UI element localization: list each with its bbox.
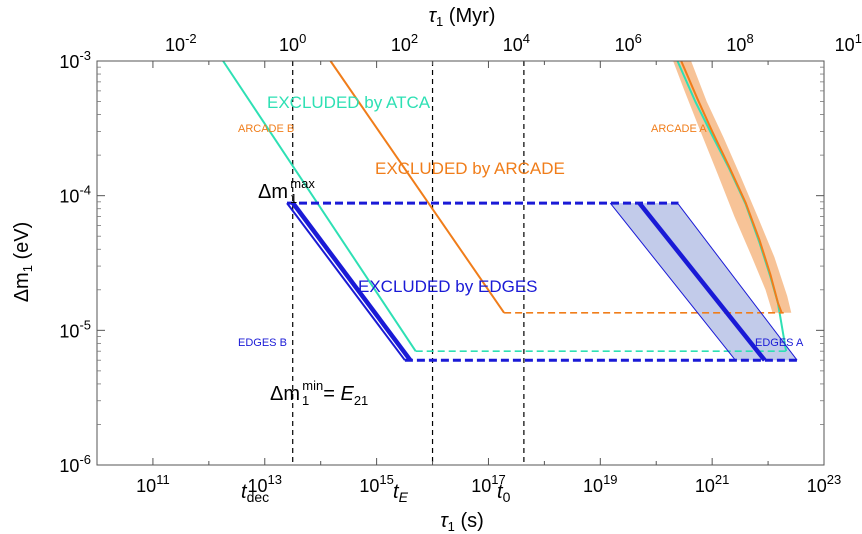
svg-text:Δm1 (eV): Δm1 (eV) <box>11 222 35 303</box>
label-excluded-edges: EXCLUDED by EDGES <box>358 277 538 296</box>
x-title-unit: (s) <box>455 510 484 532</box>
x2-tick-label: 106 <box>615 31 642 55</box>
axis-ticks: 1011 1013 1015 1017 1019 1021 1023 10-2 100 102 10… <box>59 31 862 496</box>
label-arcade-b: ARCADE B <box>238 123 294 135</box>
series-arcade-B <box>329 60 505 314</box>
svg-text:τ1 (s): τ1 (s) <box>440 510 484 534</box>
x2-tick-label: 100 <box>279 31 306 55</box>
x-tick-label: 1015 <box>359 472 394 496</box>
label-t-0: t0 <box>497 481 511 505</box>
label-t-dec: tdec <box>241 481 269 505</box>
label-arcade-a: ARCADE A <box>651 123 707 135</box>
x2-tick-label: 10-2 <box>165 31 197 55</box>
label-excluded-arcade: EXCLUDED by ARCADE <box>375 159 565 178</box>
label-edges-a: EDGES A <box>755 337 804 349</box>
svg-text:τ1 (Myr): τ1 (Myr) <box>429 5 496 29</box>
x-tick-label: 1023 <box>807 472 842 496</box>
y-tick-label: 10-4 <box>59 183 91 207</box>
x2-tick-label: 102 <box>391 31 418 55</box>
label-excluded-atca: EXCLUDED by ATCA <box>267 93 431 112</box>
x2-tick-label: 1010 <box>835 31 862 55</box>
series-edges-A <box>637 201 767 362</box>
series-lines <box>222 60 798 362</box>
x-title-sub: 1 <box>448 519 455 534</box>
label-dm-max: Δm 1max <box>258 176 315 206</box>
label-dm-min: Δm 1min= E21 <box>270 378 368 408</box>
series-atca-B <box>222 60 417 352</box>
x-tick-label: 1019 <box>583 472 618 496</box>
y-tick-label: 10-5 <box>59 317 91 341</box>
label-edges-b: EDGES B <box>238 337 287 349</box>
x2-axis-title: τ1 (Myr) <box>429 5 496 29</box>
x2-tick-label: 108 <box>726 31 753 55</box>
y-tick-label: 10-6 <box>59 452 91 476</box>
x-axis-title: τ1 (s) <box>440 510 484 534</box>
series-edges-B <box>291 201 413 362</box>
x-tick-label: 1017 <box>471 472 506 496</box>
plot-frame <box>96 60 825 466</box>
y-tick-label: 10-3 <box>59 48 91 72</box>
reference-lines <box>292 61 525 465</box>
series-arcade-A <box>680 60 783 314</box>
y-axis-title: Δm1 (eV) <box>11 222 35 303</box>
x-tick-label: 1013 <box>248 472 283 496</box>
x2-tick-label: 104 <box>503 31 530 55</box>
x-tick-label: 1021 <box>695 472 730 496</box>
series-edges-A-left <box>609 202 736 361</box>
series-edges-A-right <box>677 202 798 361</box>
x-tick-label: 1011 <box>136 472 170 496</box>
label-t-e: tE <box>393 481 409 505</box>
series-edges-B-thin <box>286 202 406 361</box>
exclusion-bands <box>610 61 798 361</box>
